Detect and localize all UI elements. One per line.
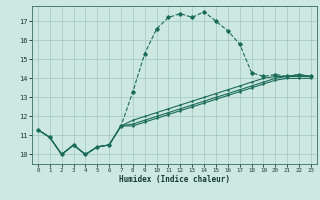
X-axis label: Humidex (Indice chaleur): Humidex (Indice chaleur): [119, 175, 230, 184]
